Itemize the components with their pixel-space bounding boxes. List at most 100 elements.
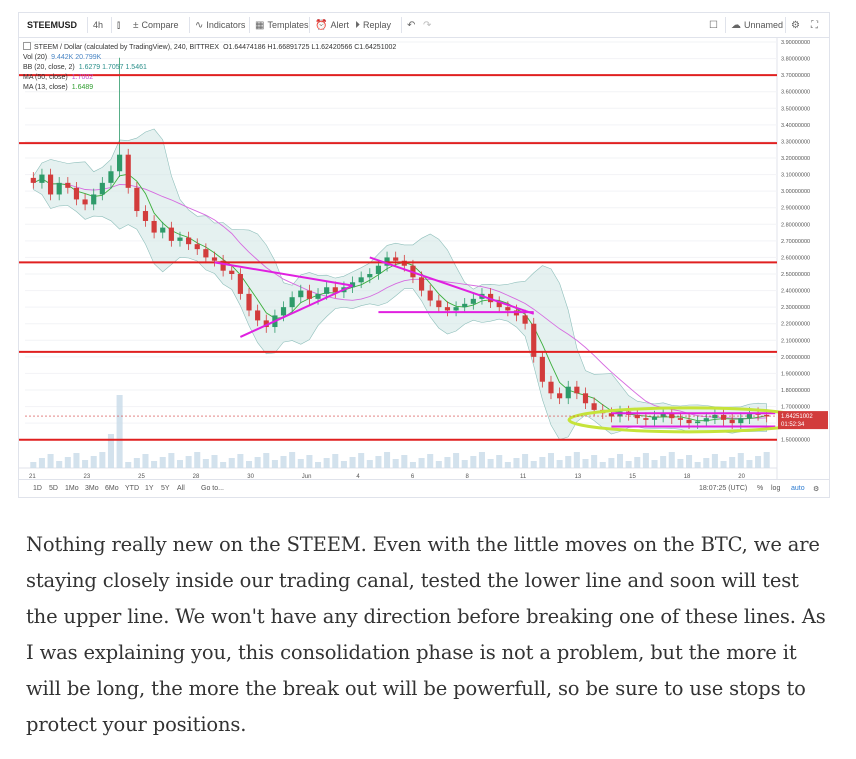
volume-bar bbox=[366, 460, 373, 468]
price-tick-label: 3.70000000 bbox=[781, 73, 810, 79]
range-1y[interactable]: 1Y bbox=[145, 485, 154, 492]
templates-label: Templates bbox=[267, 20, 309, 30]
candle-body bbox=[557, 393, 563, 399]
range-ytd[interactable]: YTD bbox=[125, 485, 139, 492]
price-tick-label: 2.40000000 bbox=[781, 289, 810, 295]
chart-settings-button[interactable]: ⚙ bbox=[813, 485, 819, 493]
indicators-button[interactable]: ∿ Indicators bbox=[195, 18, 245, 32]
price-tick-label: 3.30000000 bbox=[781, 139, 810, 145]
candle bbox=[496, 296, 502, 313]
legend-ma50-value: 1.7002 bbox=[71, 74, 94, 81]
candle bbox=[134, 182, 140, 217]
candle bbox=[298, 284, 304, 303]
toolbar-divider bbox=[189, 17, 190, 33]
volume-bar bbox=[694, 462, 701, 468]
layout-name-button[interactable]: ☁ Unnamed bbox=[731, 18, 783, 32]
fullscreen-button[interactable]: ⛶ bbox=[811, 18, 821, 32]
candle-body bbox=[643, 418, 649, 420]
candle-body bbox=[99, 182, 105, 195]
bollinger-band bbox=[33, 128, 767, 441]
volume-bar bbox=[30, 462, 37, 468]
checkbox-icon[interactable] bbox=[23, 42, 31, 50]
price-tick-label: 2.90000000 bbox=[781, 206, 810, 212]
range-1d[interactable]: 1D bbox=[33, 485, 42, 492]
candle bbox=[194, 238, 200, 255]
candle-body bbox=[237, 274, 243, 294]
log-toggle[interactable]: log bbox=[771, 485, 781, 492]
price-tick-label: 3.50000000 bbox=[781, 106, 810, 112]
gear-icon: ⚙ bbox=[813, 486, 820, 493]
legend-vol-value: 9.442K 20.799K bbox=[51, 54, 102, 61]
legend-bollinger: BB (20, close, 2) 1.6279 1.7057 1.5461 bbox=[23, 63, 396, 73]
percent-toggle[interactable]: % bbox=[757, 485, 764, 492]
candle bbox=[203, 243, 209, 264]
volume-bar bbox=[591, 455, 598, 468]
volume-bar bbox=[38, 458, 45, 468]
redo-icon: ↷ bbox=[423, 20, 432, 31]
price-chart[interactable]: 3.90000000 3.80000000 3.70000000 3.60000000… bbox=[19, 38, 829, 479]
candle-body bbox=[565, 386, 571, 399]
settings-button[interactable]: ⚙ bbox=[791, 18, 803, 32]
candle bbox=[634, 409, 640, 424]
replay-icon: ⏵ bbox=[355, 20, 360, 31]
volume-bar bbox=[142, 454, 149, 468]
candle bbox=[470, 293, 476, 310]
candle bbox=[108, 165, 114, 189]
compare-icon: ± bbox=[133, 20, 139, 31]
chart-toolbar: STEEMUSD 4h ⫾ ± Compare ∿ Indicators ▦ Temp… bbox=[19, 13, 829, 38]
compare-button[interactable]: ± Compare bbox=[133, 18, 179, 32]
save-layout-button[interactable]: ☐ bbox=[709, 18, 721, 32]
symbol-search[interactable]: STEEMUSD bbox=[27, 18, 77, 32]
volume-bar bbox=[703, 458, 710, 468]
interval-button[interactable]: 4h bbox=[93, 20, 104, 30]
range-5d[interactable]: 5D bbox=[49, 485, 58, 492]
save-icon: ☐ bbox=[709, 20, 718, 31]
range-3mo[interactable]: 3Mo bbox=[85, 485, 99, 492]
toolbar-divider bbox=[111, 17, 112, 33]
volume-bar bbox=[228, 458, 235, 468]
price-tick-label: 3.90000000 bbox=[781, 40, 810, 46]
undo-icon: ↶ bbox=[407, 20, 416, 31]
price-tick-label: 3.60000000 bbox=[781, 90, 810, 96]
replay-button[interactable]: ⏵ Replay bbox=[355, 18, 391, 32]
range-5y[interactable]: 5Y bbox=[161, 485, 170, 492]
legend-ma50: MA (50, close) 1.7002 bbox=[23, 73, 396, 83]
candle bbox=[125, 148, 131, 194]
volume-bar bbox=[340, 461, 347, 468]
volume-bar bbox=[315, 462, 322, 468]
price-tick-label: 2.00000000 bbox=[781, 355, 810, 361]
volume-bar bbox=[384, 452, 391, 468]
time-tick-label: 8 bbox=[465, 474, 469, 479]
candle bbox=[82, 193, 88, 211]
alert-button[interactable]: ⏰ Alert bbox=[315, 18, 349, 32]
candle bbox=[237, 268, 243, 300]
time-tick-label: 18 bbox=[684, 474, 691, 479]
candle-body bbox=[160, 227, 166, 233]
candle bbox=[73, 182, 80, 206]
candle-body bbox=[651, 416, 658, 420]
candle-body bbox=[117, 154, 123, 172]
gear-icon: ⚙ bbox=[791, 20, 800, 31]
range-1mo[interactable]: 1Mo bbox=[65, 485, 79, 492]
symbol-label: STEEMUSD bbox=[27, 20, 78, 30]
volume-bar bbox=[418, 458, 425, 468]
redo-button[interactable]: ↷ bbox=[423, 18, 434, 32]
time-tick-label: 4 bbox=[356, 474, 360, 479]
goto-button[interactable]: Go to... bbox=[201, 485, 224, 492]
volume-bar bbox=[254, 457, 261, 468]
price-tick-label: 2.10000000 bbox=[781, 338, 810, 344]
templates-button[interactable]: ▦ Templates bbox=[255, 18, 308, 32]
candle-body bbox=[608, 413, 614, 417]
range-6mo[interactable]: 6Mo bbox=[105, 485, 119, 492]
auto-toggle[interactable]: auto bbox=[791, 485, 805, 492]
volume-bar bbox=[513, 458, 520, 468]
price-tick-label: 2.80000000 bbox=[781, 222, 810, 228]
candle-style-button[interactable]: ⫾ bbox=[117, 18, 123, 32]
undo-button[interactable]: ↶ bbox=[407, 18, 418, 32]
volume-bar bbox=[746, 460, 753, 468]
range-all[interactable]: All bbox=[177, 485, 185, 492]
volume-bar bbox=[625, 461, 632, 468]
volume-bar bbox=[323, 458, 330, 468]
candle-body bbox=[729, 419, 735, 424]
price-axis-panel bbox=[777, 38, 829, 479]
